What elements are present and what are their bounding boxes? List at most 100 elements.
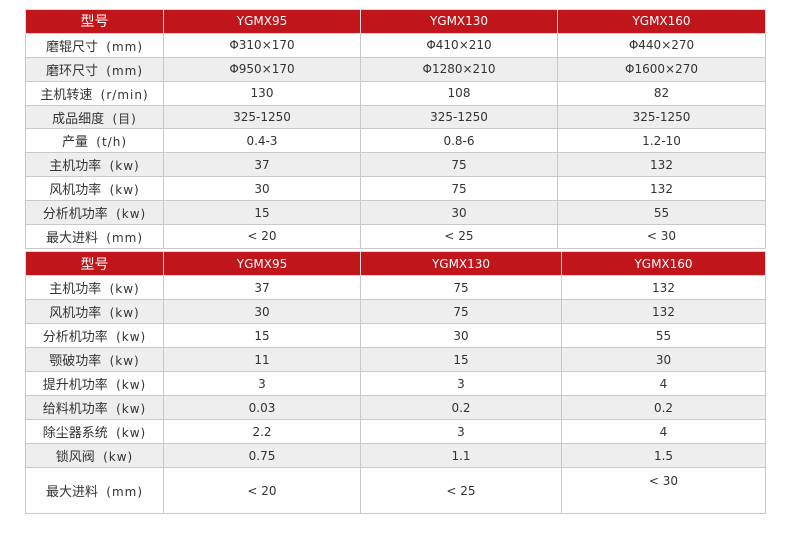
value-cell: 132 [561, 275, 766, 300]
table-row: 主机功率 (kw) 37 75 132 [25, 152, 766, 178]
value-cell: 130 [163, 80, 361, 106]
row-unit-text: (kw) [103, 450, 134, 464]
model-header-label: 型号 [25, 251, 164, 276]
model-header-label: 型号 [25, 9, 164, 34]
row-label: 产量 (t/h) [25, 128, 164, 154]
value-cell: 4 [561, 419, 766, 444]
value-cell: 75 [360, 275, 562, 300]
value-cell: Φ1600×270 [557, 56, 766, 82]
table-row: 风机功率 (kw) 30 75 132 [25, 176, 766, 202]
value-cell: Φ410×210 [360, 32, 558, 58]
row-unit-text: (kw) [109, 183, 140, 198]
row-label-text: 主机功率 [49, 282, 102, 297]
model-name-1: YGMX95 [163, 251, 361, 276]
row-label-text: 最大进料 [45, 485, 98, 500]
row-unit-text: (kw) [109, 354, 140, 368]
row-label-text: 磨环尺寸 [45, 63, 98, 79]
value-cell: < 25 [360, 224, 558, 249]
table-row: 最大进料 (mm) < 20 < 25 < 30 [25, 224, 766, 249]
row-label-text: 分析机功率 [42, 207, 108, 223]
table-row: 分析机功率 (kw) 15 30 55 [25, 200, 766, 226]
row-unit-text: (mm) [106, 485, 144, 499]
value-cell: 325-1250 [360, 104, 558, 130]
value-cell: Φ950×170 [163, 56, 361, 82]
value-cell: 1.5 [561, 443, 766, 468]
row-label-text: 风机功率 [49, 306, 102, 321]
table-row: 主机转速 (r/min) 130 108 82 [25, 80, 766, 106]
row-label: 除尘器系统 (kw) [25, 419, 164, 444]
table-row: 给料机功率 (kw) 0.03 0.2 0.2 [25, 395, 766, 420]
row-unit-text: (mm) [106, 230, 144, 245]
table-row: 锁风阀 (kw) 0.75 1.1 1.5 [25, 443, 766, 468]
value-cell: Φ1280×210 [360, 56, 558, 82]
row-unit-text: (目) [112, 111, 137, 126]
table-header-row: 型号 YGMX95 YGMX130 YGMX160 [25, 251, 766, 276]
value-cell: 3 [360, 419, 562, 444]
value-cell: 325-1250 [557, 104, 766, 130]
value-cell: 15 [163, 200, 361, 226]
row-label-text: 产量 [62, 135, 89, 151]
row-unit-text: (kw) [116, 378, 147, 392]
row-label-text: 成品细度 [52, 111, 105, 127]
row-label: 分析机功率 (kw) [25, 200, 164, 226]
spec-table-1: 型号 YGMX95 YGMX130 YGMX160 磨辊尺寸 (mm) Φ310×170 Φ… [25, 9, 766, 249]
row-label-text: 主机转速 [40, 87, 93, 103]
row-label: 主机功率 (kw) [25, 275, 164, 300]
table-row: 磨辊尺寸 (mm) Φ310×170 Φ410×210 Φ440×270 [25, 32, 766, 58]
row-label: 最大进料 (mm) [25, 224, 164, 249]
row-label: 主机功率 (kw) [25, 152, 164, 178]
model-name-3: YGMX160 [561, 251, 766, 276]
value-cell: 1.2-10 [557, 128, 766, 154]
model-name-2: YGMX130 [360, 9, 558, 34]
row-unit-text: (kw) [116, 426, 147, 440]
value-cell: 0.2 [561, 395, 766, 420]
value-cell: 0.8-6 [360, 128, 558, 154]
row-unit-text: (kw) [116, 207, 147, 222]
value-cell: 132 [561, 299, 766, 324]
model-name-3: YGMX160 [557, 9, 766, 34]
value-cell: 30 [360, 323, 562, 348]
table-row: 颚破功率 (kw) 11 15 30 [25, 347, 766, 372]
table-row: 除尘器系统 (kw) 2.2 3 4 [25, 419, 766, 444]
row-label-text: 主机功率 [49, 159, 102, 175]
spec-table-2-body: 型号 YGMX95 YGMX130 YGMX160 主机功率 (kw) 37 75 132 风机… [25, 251, 766, 514]
row-unit-text: (kw) [109, 159, 140, 174]
value-cell: 0.03 [163, 395, 361, 420]
value-cell: 15 [163, 323, 361, 348]
row-label: 主机转速 (r/min) [25, 80, 164, 106]
spec-table-2: 型号 YGMX95 YGMX130 YGMX160 主机功率 (kw) 37 75 132 风机… [25, 251, 766, 514]
table-header-row: 型号 YGMX95 YGMX130 YGMX160 [25, 9, 766, 34]
value-cell: 3 [163, 371, 361, 396]
row-unit-text: (t/h) [96, 135, 127, 150]
value-cell: 55 [557, 200, 766, 226]
table-row: 提升机功率 (kw) 3 3 4 [25, 371, 766, 396]
value-cell: 3 [360, 371, 562, 396]
value-cell: < 30 [557, 224, 766, 249]
row-label: 磨环尺寸 (mm) [25, 56, 164, 82]
value-cell: 0.2 [360, 395, 562, 420]
table-row: 产量 (t/h) 0.4-3 0.8-6 1.2-10 [25, 128, 766, 154]
value-cell: Φ440×270 [557, 32, 766, 58]
row-unit-text: (kw) [109, 282, 140, 296]
row-label-text: 提升机功率 [42, 378, 108, 393]
value-cell: < 30 [561, 467, 766, 514]
row-label: 给料机功率 (kw) [25, 395, 164, 420]
value-cell: 4 [561, 371, 766, 396]
table-row: 主机功率 (kw) 37 75 132 [25, 275, 766, 300]
value-cell: 132 [557, 176, 766, 202]
value-cell: < 20 [163, 224, 361, 249]
value-cell: 11 [163, 347, 361, 372]
value-cell: 132 [557, 152, 766, 178]
row-label-text: 锁风阀 [55, 450, 95, 465]
value-cell: 75 [360, 299, 562, 324]
row-label-text: 除尘器系统 [42, 426, 108, 441]
row-label: 最大进料 (mm) [25, 467, 164, 514]
row-label: 分析机功率 (kw) [25, 323, 164, 348]
value-cell: 30 [360, 200, 558, 226]
row-label: 锁风阀 (kw) [25, 443, 164, 468]
table-row: 分析机功率 (kw) 15 30 55 [25, 323, 766, 348]
model-name-2: YGMX130 [360, 251, 562, 276]
row-label: 风机功率 (kw) [25, 299, 164, 324]
table-row: 成品细度 (目) 325-1250 325-1250 325-1250 [25, 104, 766, 130]
value-cell: 325-1250 [163, 104, 361, 130]
